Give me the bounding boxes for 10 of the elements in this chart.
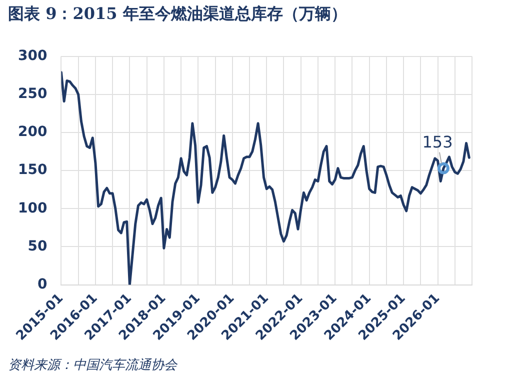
chart-title: 图表 9：2015 年至今燃油渠道总库存（万辆） <box>8 4 347 25</box>
y-tick-label: 50 <box>28 238 48 254</box>
y-tick-label: 250 <box>18 86 48 102</box>
y-tick-label: 100 <box>18 200 48 216</box>
y-tick-label: 200 <box>18 124 48 140</box>
y-tick-label: 150 <box>18 162 48 178</box>
y-tick-label: 300 <box>18 48 48 64</box>
annotation: 153 <box>422 132 453 152</box>
y-tick-label: 0 <box>37 276 48 292</box>
text: 资料来源：中国汽车流通协会 <box>8 357 177 374</box>
